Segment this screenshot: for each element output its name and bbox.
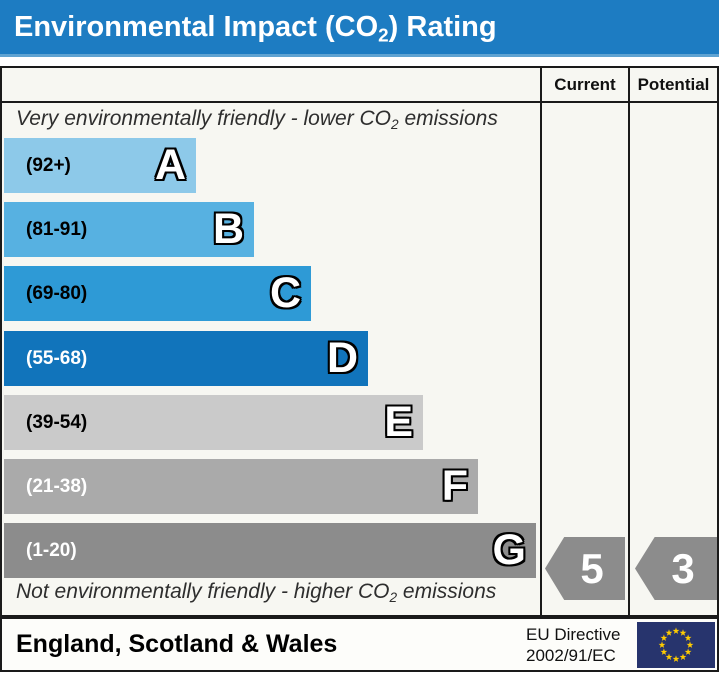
band-row-a: (92+) A <box>4 138 196 193</box>
band-row-f: (21-38) F <box>4 459 478 514</box>
band-letter-a: A <box>154 141 186 189</box>
column-divider-current <box>540 68 542 615</box>
band-letter-d: D <box>326 334 358 382</box>
title-co2-subscript: 2 <box>378 24 389 46</box>
top-note-prefix: Very environmentally friendly - lower CO <box>16 107 392 130</box>
footer-bar: England, Scotland & Wales EU Directive 2… <box>0 617 719 672</box>
current-rating-value: 5 <box>580 544 604 592</box>
bottom-note-suffix: emissions <box>397 580 497 603</box>
band-range-b: (81-91) <box>26 218 88 240</box>
current-rating-arrow: 5 <box>545 537 625 600</box>
band-row-d: (55-68) D <box>4 331 368 386</box>
band-letter-e: E <box>384 398 413 446</box>
potential-rating-value: 3 <box>671 544 695 592</box>
band-range-g: (1-20) <box>26 539 77 561</box>
band-range-c: (69-80) <box>26 282 88 304</box>
band-range-a: (92+) <box>26 154 71 176</box>
title-text-suffix: ) Rating <box>388 11 497 43</box>
bottom-note: Not environmentally friendly - higher CO… <box>16 580 496 605</box>
band-letter-c: C <box>269 269 301 317</box>
page-title: Environmental Impact (CO2) Rating <box>0 0 719 57</box>
band-letter-g: G <box>492 526 526 574</box>
top-note-subscript: 2 <box>391 116 399 132</box>
band-range-e: (39-54) <box>26 411 88 433</box>
band-row-b: (81-91) B <box>4 202 254 257</box>
band-letter-f: F <box>441 462 468 510</box>
top-note: Very environmentally friendly - lower CO… <box>16 107 498 132</box>
band-row-g: (1-20) G <box>4 523 536 578</box>
current-column-header: Current <box>554 74 616 94</box>
rating-table: Current Potential Very environmentally f… <box>0 66 719 617</box>
bottom-note-subscript: 2 <box>389 589 398 605</box>
title-text-prefix: Environmental Impact (CO <box>14 11 379 43</box>
region-label: England, Scotland & Wales <box>16 630 338 658</box>
band-range-d: (55-68) <box>26 347 88 369</box>
eu-directive-label: EU Directive 2002/91/EC <box>526 624 620 666</box>
top-note-suffix: emissions <box>398 107 498 130</box>
bottom-note-prefix: Not environmentally friendly - higher CO <box>16 580 390 603</box>
potential-rating-arrow: 3 <box>635 537 717 600</box>
column-divider-potential <box>628 68 630 615</box>
eu-flag-icon <box>637 622 715 668</box>
band-row-e: (39-54) E <box>4 395 423 450</box>
header-divider <box>2 101 717 103</box>
eu-directive-line2: 2002/91/EC <box>526 646 616 665</box>
eu-directive-line1: EU Directive <box>526 625 621 644</box>
potential-column-header: Potential <box>637 74 710 94</box>
band-row-c: (69-80) C <box>4 266 311 321</box>
band-range-f: (21-38) <box>26 475 88 497</box>
band-letter-b: B <box>212 205 244 253</box>
